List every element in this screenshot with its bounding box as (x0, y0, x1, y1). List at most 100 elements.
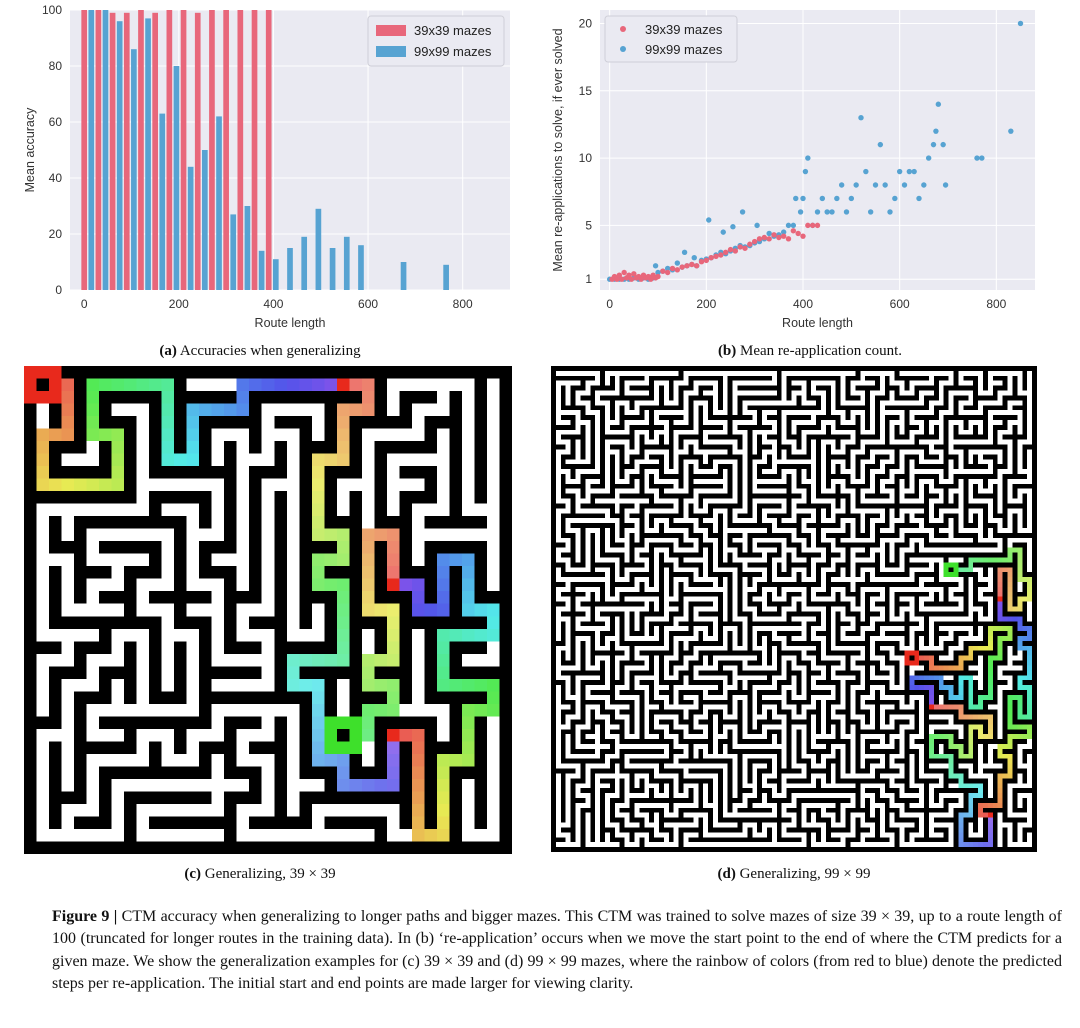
scatter-point (921, 182, 927, 188)
maze-corridor (909, 778, 915, 784)
x-tick-label: 800 (986, 297, 1006, 311)
maze-corridor (683, 660, 689, 666)
route-step (1007, 753, 1013, 759)
maze-corridor (889, 420, 905, 425)
maze-corridor (585, 768, 591, 774)
route-step (1017, 636, 1023, 641)
maze-corridor (86, 541, 100, 554)
route-step (1002, 753, 1008, 759)
maze-corridor (821, 729, 826, 735)
maze-corridor (286, 453, 300, 467)
route-step (61, 428, 75, 442)
maze-corridor (997, 508, 1003, 514)
maze-corridor (860, 498, 895, 504)
maze-corridor (614, 405, 620, 411)
maze-corridor (958, 464, 964, 470)
maze-corridor (614, 665, 620, 671)
maze-corridor (673, 827, 679, 833)
maze-corridor (673, 778, 679, 784)
maze-corridor (595, 557, 620, 563)
maze-corridor (870, 483, 875, 489)
scatter-point (797, 209, 804, 215)
route-step (943, 665, 949, 671)
maze-corridor (752, 547, 777, 553)
maze-corridor (644, 513, 650, 519)
maze-corridor (909, 518, 925, 524)
maze-corridor (186, 678, 200, 692)
maze-corridor (565, 739, 571, 744)
maze-corridor (614, 508, 620, 514)
maze-corridor (811, 714, 817, 720)
route-step (938, 680, 944, 686)
maze-corridor (850, 748, 856, 754)
maze-corridor (595, 640, 601, 646)
maze-corridor (987, 788, 993, 794)
maze-corridor (595, 439, 601, 445)
maze-corridor (742, 822, 758, 828)
maze-corridor (840, 699, 846, 705)
route-step (299, 653, 312, 667)
maze-corridor (821, 582, 826, 587)
maze-corridor (663, 567, 669, 573)
route-step (1017, 640, 1023, 646)
route-step (1017, 562, 1023, 568)
route-step (86, 403, 100, 417)
route-step (86, 478, 100, 492)
maze-corridor (595, 778, 601, 784)
maze-corridor (762, 449, 777, 455)
maze-corridor (948, 444, 954, 450)
maze-corridor (555, 474, 561, 479)
maze-corridor (654, 582, 659, 587)
maze-corridor (771, 832, 777, 838)
route-step (261, 378, 275, 392)
maze-corridor (624, 444, 630, 450)
scatter-point (638, 276, 644, 282)
maze-corridor (663, 665, 669, 671)
maze-corridor (801, 734, 807, 740)
maze-corridor (663, 734, 679, 740)
maze-corridor (791, 498, 807, 504)
maze-corridor (1027, 807, 1033, 813)
maze-corridor (958, 483, 964, 489)
maze-corridor (605, 449, 620, 455)
maze-corridor (909, 385, 915, 391)
maze-corridor (771, 837, 777, 843)
maze-corridor (555, 557, 571, 563)
route-step (386, 603, 400, 617)
maze-corridor (1017, 464, 1023, 470)
maze-corridor (703, 454, 709, 460)
maze-corridor (683, 503, 689, 509)
route-step (983, 645, 988, 651)
maze-corridor (879, 611, 885, 617)
maze-corridor (1017, 488, 1033, 494)
maze-corridor (840, 385, 846, 391)
maze-corridor (1027, 778, 1033, 784)
bar (301, 236, 308, 290)
maze-corridor (211, 453, 225, 467)
maze-corridor (411, 503, 450, 517)
maze-corridor (595, 449, 601, 455)
maze-corridor (948, 645, 964, 651)
maze-corridor (555, 724, 571, 730)
maze-corridor (742, 606, 758, 612)
maze-corridor (821, 424, 826, 430)
route-step (1007, 724, 1013, 730)
maze-corridor (997, 699, 1003, 705)
maze-corridor (987, 518, 1003, 524)
maze-corridor (1027, 380, 1033, 386)
maze-corridor (771, 464, 777, 470)
maze-corridor (781, 385, 787, 391)
maze-corridor (752, 449, 758, 455)
maze-corridor (436, 491, 450, 504)
maze-corridor (605, 405, 610, 411)
maze-corridor (860, 631, 866, 636)
maze-99x99-image (551, 366, 1037, 852)
maze-corridor (840, 616, 856, 622)
maze-corridor (605, 572, 610, 578)
scatter-point (720, 229, 726, 235)
maze-corridor (136, 466, 150, 479)
maze-corridor (978, 429, 983, 435)
maze-corridor (673, 591, 679, 597)
maze-corridor (732, 478, 738, 484)
maze-corridor (781, 640, 787, 646)
